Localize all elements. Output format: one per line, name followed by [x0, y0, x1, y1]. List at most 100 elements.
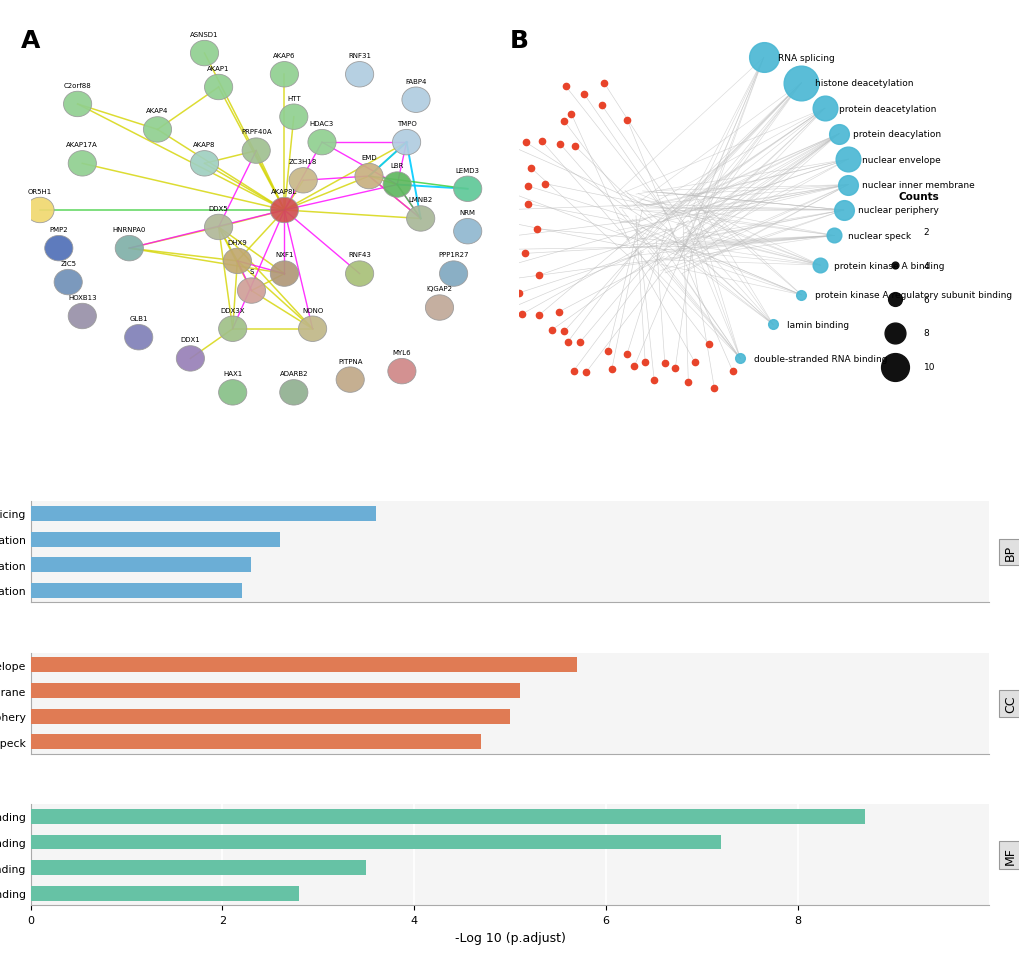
Circle shape [270, 63, 299, 88]
Text: protein deacetylation: protein deacetylation [839, 105, 935, 113]
Text: PMP2: PMP2 [50, 227, 68, 233]
Text: AKAP6: AKAP6 [273, 53, 296, 59]
Text: AKAP8L: AKAP8L [271, 189, 298, 194]
Text: ASNSD1: ASNSD1 [191, 31, 218, 38]
Circle shape [63, 92, 92, 117]
Circle shape [270, 198, 299, 223]
Text: LEMD3: LEMD3 [455, 168, 479, 173]
Text: ADARB2: ADARB2 [279, 371, 308, 376]
Text: RNF43: RNF43 [347, 253, 371, 258]
Text: NXF1: NXF1 [275, 253, 293, 258]
Circle shape [144, 117, 171, 143]
Circle shape [392, 131, 420, 155]
Text: nuclear inner membrane: nuclear inner membrane [862, 181, 974, 190]
Bar [31, 558, 251, 573]
Circle shape [191, 152, 218, 177]
Text: TMPO: TMPO [396, 121, 416, 127]
Text: HAX1: HAX1 [223, 371, 243, 376]
Bar [31, 886, 299, 901]
Circle shape [218, 380, 247, 406]
Text: AKAP17A: AKAP17A [66, 142, 98, 148]
Text: nuclear envelope: nuclear envelope [862, 155, 941, 165]
Text: NRM: NRM [460, 210, 475, 215]
Circle shape [453, 219, 481, 245]
Text: PRPF40A: PRPF40A [240, 130, 271, 135]
Text: protein kinase A regulatory subunit binding: protein kinase A regulatory subunit bind… [815, 291, 1012, 300]
Text: nuclear speck: nuclear speck [848, 232, 911, 241]
Circle shape [299, 316, 326, 342]
Bar [31, 506, 375, 521]
Circle shape [288, 169, 317, 193]
Circle shape [68, 152, 97, 177]
Text: 6: 6 [922, 295, 928, 304]
Circle shape [270, 262, 299, 287]
Circle shape [383, 172, 411, 198]
Text: Counts: Counts [898, 193, 938, 202]
Text: AKAP8: AKAP8 [193, 142, 216, 148]
Text: 8: 8 [922, 329, 928, 338]
Circle shape [336, 368, 364, 393]
Circle shape [242, 139, 270, 164]
Circle shape [223, 249, 252, 274]
Text: protein kinase A binding: protein kinase A binding [834, 261, 944, 271]
Text: 2: 2 [922, 228, 928, 236]
Circle shape [237, 278, 265, 304]
Text: LBR: LBR [390, 163, 404, 170]
Circle shape [355, 164, 383, 190]
Text: NONO: NONO [302, 307, 323, 314]
Circle shape [387, 359, 416, 384]
Text: HTT: HTT [286, 95, 301, 101]
Text: CC: CC [1003, 695, 1016, 712]
Text: BP: BP [1003, 544, 1016, 560]
Circle shape [279, 105, 308, 131]
Text: MF: MF [1003, 846, 1016, 863]
Circle shape [68, 304, 97, 330]
Circle shape [54, 270, 83, 295]
X-axis label: -Log 10 (p.adjust): -Log 10 (p.adjust) [454, 930, 565, 943]
Circle shape [45, 236, 72, 262]
Circle shape [345, 262, 373, 287]
Circle shape [218, 316, 247, 342]
Text: B: B [510, 29, 529, 52]
Text: DDX1: DDX1 [180, 337, 200, 343]
Circle shape [204, 215, 232, 240]
Text: ZIC5: ZIC5 [60, 261, 76, 267]
Text: nuclear periphery: nuclear periphery [857, 206, 937, 215]
Text: AKAP1: AKAP1 [207, 66, 229, 71]
Bar [31, 861, 366, 875]
Text: AKAP4: AKAP4 [146, 109, 168, 114]
Text: OR5H1: OR5H1 [28, 189, 52, 194]
Text: lamin binding: lamin binding [787, 320, 849, 330]
Text: ZC3H18: ZC3H18 [288, 159, 317, 165]
Text: A: A [21, 29, 41, 52]
Text: protein deacylation: protein deacylation [852, 130, 941, 139]
Text: PITPNA: PITPNA [337, 358, 362, 364]
Bar [31, 735, 481, 749]
Bar [31, 532, 279, 547]
Bar [31, 709, 509, 724]
Circle shape [425, 295, 453, 321]
Bar [31, 683, 519, 699]
Circle shape [115, 236, 144, 262]
Circle shape [204, 75, 232, 101]
Text: HNRNPA0: HNRNPA0 [112, 227, 146, 233]
Bar [31, 835, 720, 849]
Circle shape [407, 207, 434, 232]
Text: HDAC3: HDAC3 [310, 121, 334, 127]
Circle shape [439, 262, 468, 287]
Bar [31, 809, 864, 824]
Text: double-stranded RNA binding: double-stranded RNA binding [754, 355, 887, 363]
Circle shape [191, 41, 218, 67]
Text: 4: 4 [922, 261, 928, 271]
Circle shape [25, 198, 54, 223]
Text: RNA splicing: RNA splicing [777, 53, 834, 63]
Text: MYL6: MYL6 [392, 350, 411, 355]
Circle shape [453, 177, 481, 202]
Text: histone deacetylation: histone deacetylation [815, 79, 913, 89]
Text: DHX9: DHX9 [227, 239, 247, 246]
Circle shape [124, 325, 153, 351]
Circle shape [176, 346, 204, 372]
Text: PPP1R27: PPP1R27 [438, 253, 469, 258]
Text: EMD: EMD [361, 154, 376, 161]
Text: 10: 10 [922, 363, 934, 372]
